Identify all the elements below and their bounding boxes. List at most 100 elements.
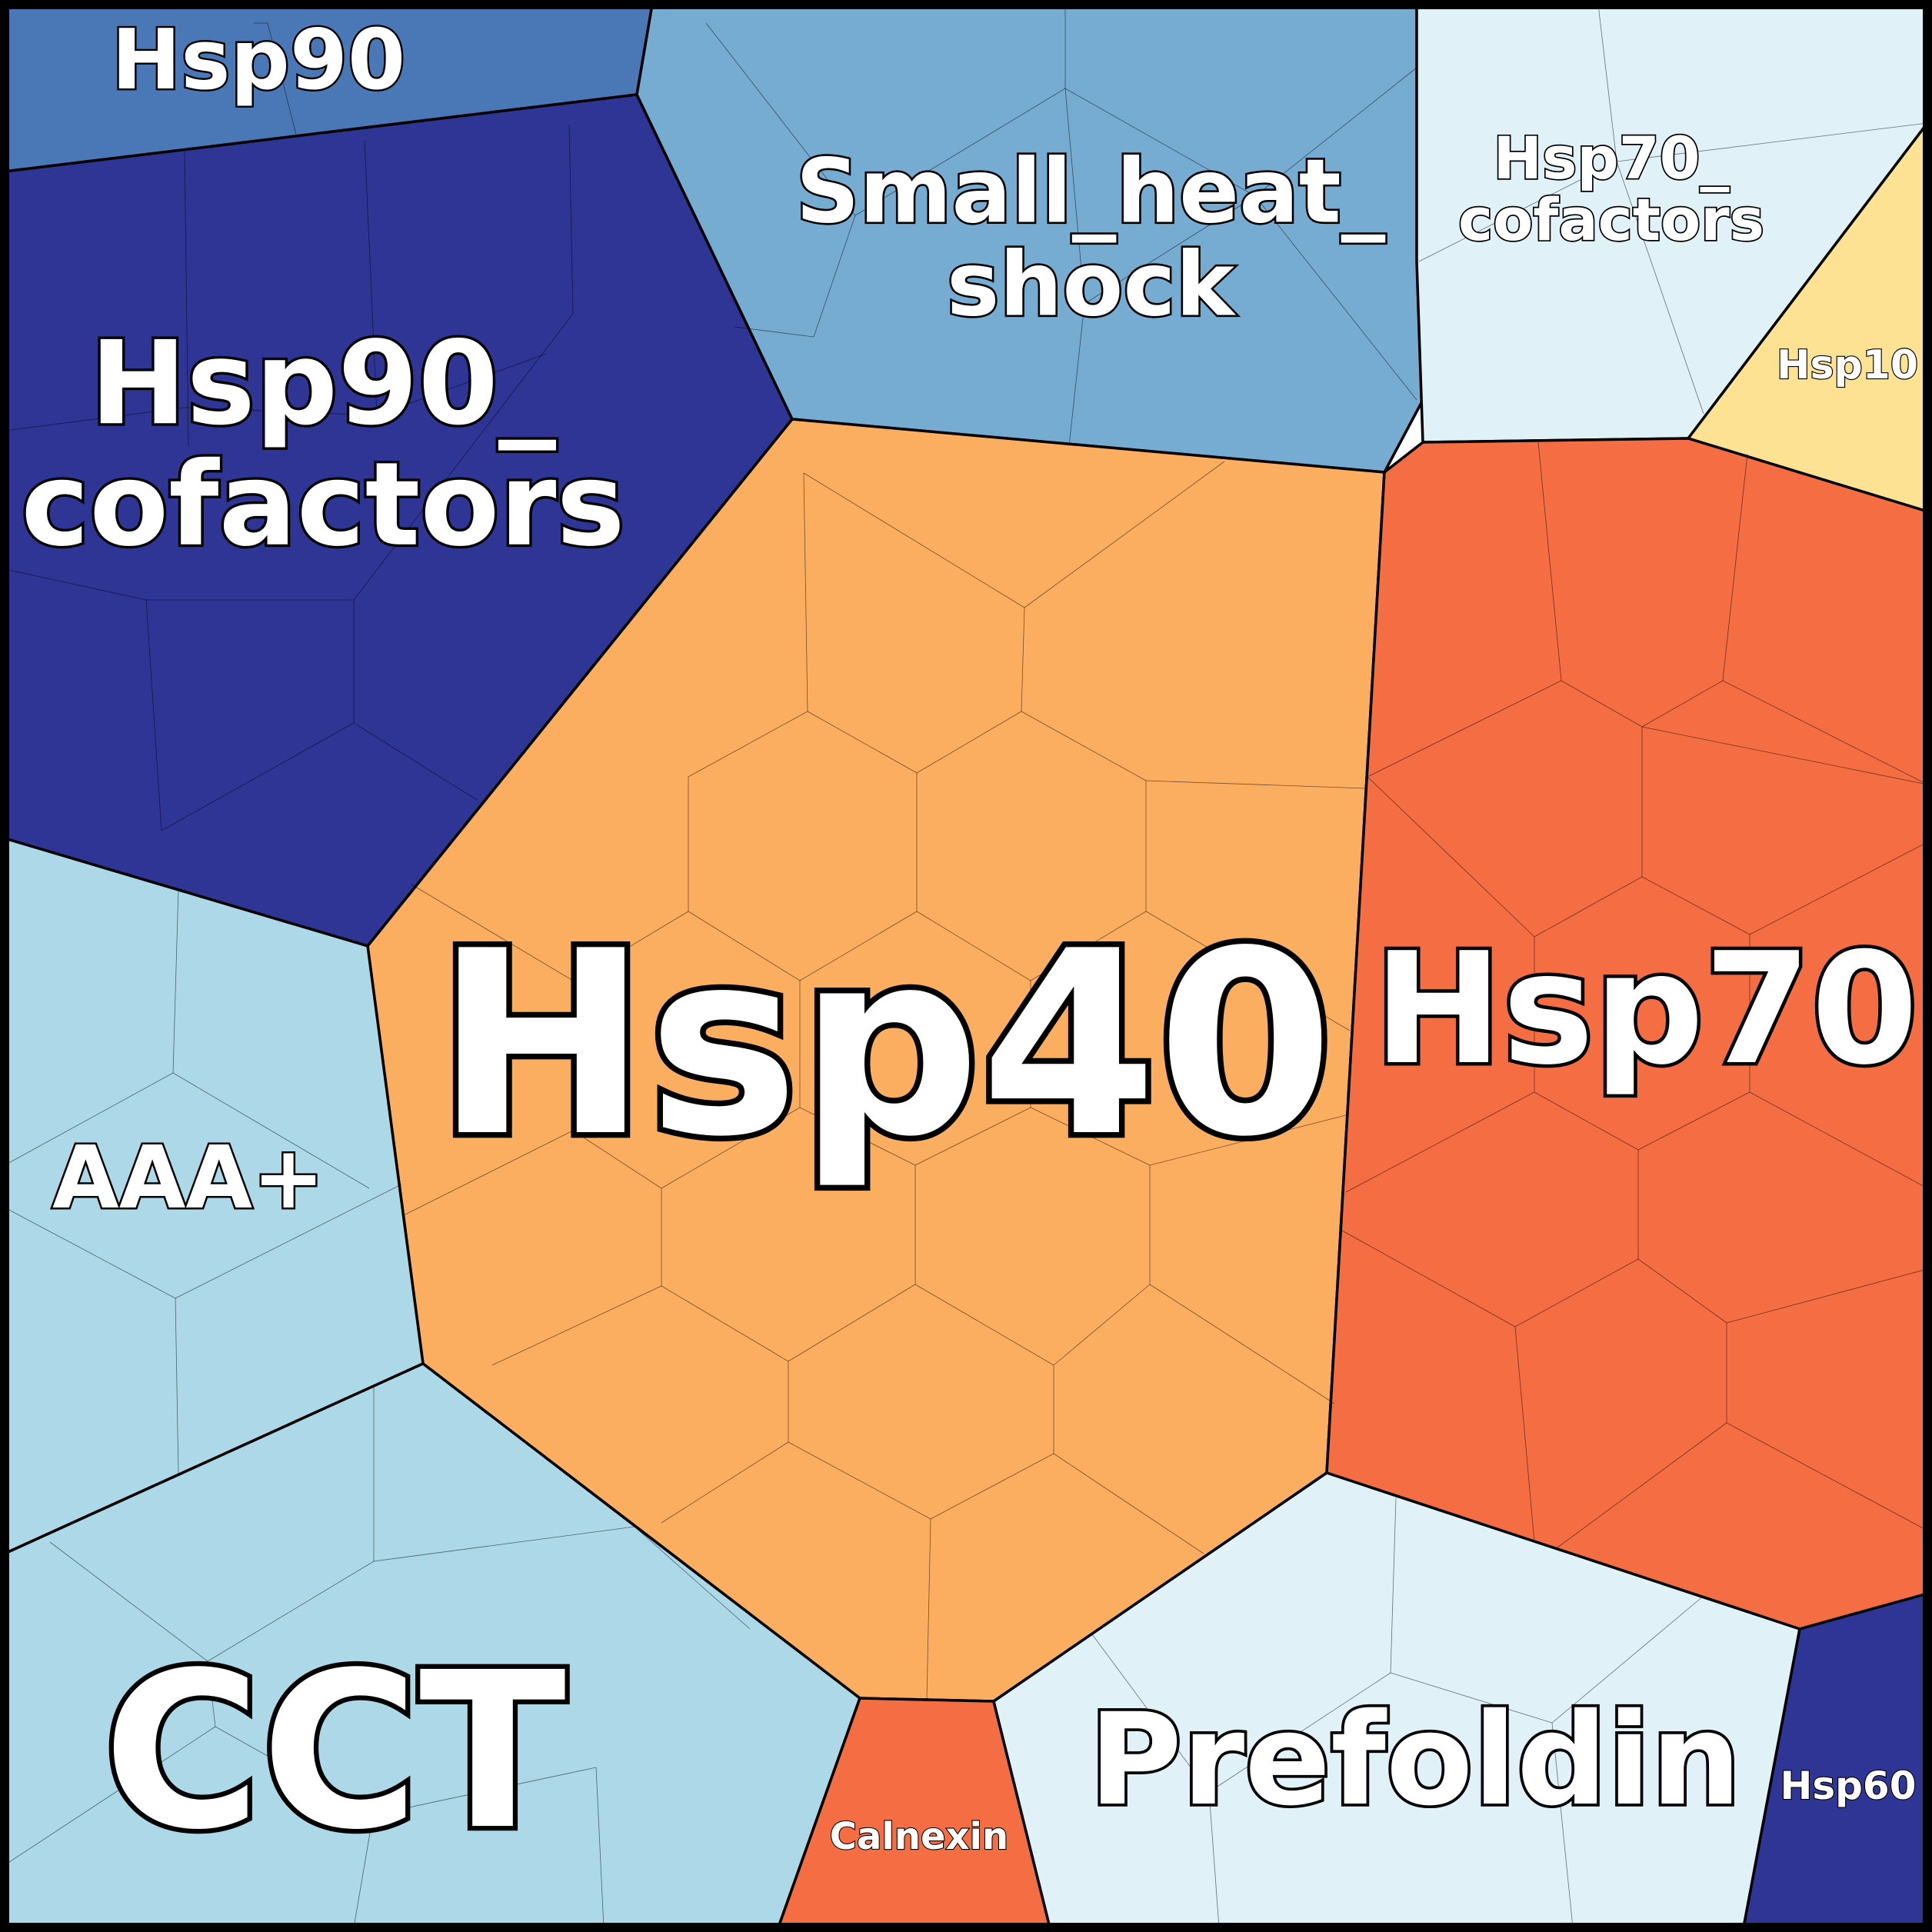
cell-boundary-hsp40-43 — [926, 1518, 931, 1700]
cell-boundary-hsp40-22 — [572, 1130, 662, 1189]
cell-boundary-hsp40-17 — [1145, 911, 1351, 1031]
cell-boundary-prefoldin-0 — [1390, 1497, 1397, 1674]
cell-boundary-hsp40-24 — [799, 1107, 916, 1166]
cell-boundary-small-heat-shock-10 — [734, 326, 814, 338]
cell-boundary-hsp70-11 — [1749, 841, 1928, 935]
cell-boundary-aaa-plus-2 — [172, 1072, 370, 1189]
cell-boundary-hsp40-42 — [1053, 1453, 1204, 1554]
label-hsp10-line-0: Hsp10 — [1777, 342, 1918, 388]
cell-boundary-hsp90-cofactors-8 — [353, 722, 478, 801]
cell-boundary-prefoldin-1 — [1208, 1672, 1391, 1793]
cell-boundary-hsp70-19 — [1514, 1258, 1639, 1327]
cell-boundary-cct-6 — [215, 1726, 374, 1816]
labels-layer: Hsp90 Hsp90_ cofactors Small_heat_ shock Hsp7… — [18, 10, 1922, 1882]
label-aaa-plus-line-0: AAA+ — [52, 1128, 325, 1228]
label-hsp10: Hsp10 — [1777, 342, 1918, 388]
cell-boundary-small-heat-shock-4 — [1254, 67, 1417, 197]
label-small-heat-shock: Small_heat_ shock — [796, 141, 1386, 337]
cell-boundary-prefoldin-5 — [1551, 1722, 1574, 1928]
cell-boundary-hsp70-cofactors-0 — [1597, 4, 1617, 162]
cell-boundary-hsp40-41 — [930, 1453, 1054, 1520]
label-hsp70: Hsp70 — [1374, 920, 1918, 1099]
label-hsp40: Hsp40 — [435, 897, 1334, 1192]
cell-boundary-hsp90-cofactors-6 — [145, 599, 162, 831]
cell-boundary-hsp90-cofactors-0 — [184, 152, 189, 447]
label-cct-line-0: CCT — [103, 1627, 567, 1877]
cell-boundary-small-heat-shock-0 — [705, 22, 856, 216]
cell-boundary-hsp90-cofactors-12 — [376, 353, 547, 416]
cell-boundary-hsp70-2 — [1561, 680, 1643, 728]
cell-boundary-hsp70-1 — [1722, 453, 1748, 681]
cell-boundary-hsp40-6 — [916, 711, 1022, 774]
cell-boundary-hsp40-26 — [1030, 1107, 1151, 1166]
cell-boundary-hsp70-17 — [1749, 1091, 1928, 1189]
label-hsp90-cofactors-line-0: Hsp90_ — [90, 317, 556, 451]
cell-boundary-hsp40-40 — [788, 1441, 931, 1520]
cell-boundary-hsp40-27 — [1149, 1114, 1347, 1166]
cell-boundary-hsp40-39 — [661, 1441, 789, 1524]
cell-boundary-aaa-plus-4 — [175, 1184, 402, 1299]
label-hsp90: Hsp90 — [112, 12, 405, 108]
cell-boundary-small-heat-shock-7 — [1084, 195, 1256, 305]
cell-boundary-hsp40-44 — [411, 884, 574, 981]
label-hsp60-line-0: Hsp60 — [1780, 1764, 1917, 1808]
label-calnexin-line-0: Calnexin — [830, 1815, 1008, 1858]
cell-boundary-aaa-plus-3 — [4, 1207, 176, 1299]
cell-boundary-hsp40-16 — [1030, 911, 1147, 981]
cell-boundary-hsp70-4 — [1367, 680, 1562, 778]
cell-boundary-hsp40-2 — [1021, 607, 1025, 712]
cell-boundary-hsp90-cofactors-9 — [161, 722, 355, 831]
cell-boundary-prefoldin-3 — [1390, 1672, 1553, 1724]
cell-boundary-hsp40-25 — [914, 1107, 1031, 1166]
cell-boundary-prefoldin-6 — [1208, 1791, 1220, 1928]
label-cct: CCT — [103, 1627, 567, 1877]
cell-boundary-cct-5 — [4, 1726, 216, 1866]
cell-boundary-cct-9 — [595, 1767, 605, 1928]
cell-boundary-hsp70-26 — [1726, 1422, 1928, 1531]
cell-boundary-hsp70-14 — [1534, 1091, 1639, 1151]
label-hsp90-cofactors-line-1: cofactors — [21, 438, 625, 572]
cell-lines-layer — [4, 4, 1928, 1928]
cell-boundary-hsp40-13 — [688, 911, 801, 981]
cell-boundary-hsp40-1 — [1024, 461, 1225, 608]
label-aaa-plus: AAA+ — [52, 1128, 325, 1228]
cell-boundary-hsp90-0 — [267, 22, 297, 135]
cell-boundary-hsp70-5 — [1722, 680, 1928, 785]
cell-boundary-cct-7 — [372, 1767, 597, 1816]
cell-boundary-hsp70-21 — [1726, 1268, 1928, 1324]
cell-boundary-hsp70-9 — [1534, 876, 1643, 938]
cell-boundary-hsp90-cofactors-5 — [353, 313, 574, 601]
cell-boundary-hsp70-25 — [1557, 1422, 1727, 1548]
label-hsp70-cofactors: Hsp70_ cofactors — [1458, 124, 1764, 254]
cell-boundary-hsp90-cofactors-10 — [4, 407, 185, 431]
cell-boundary-small-heat-shock-5 — [813, 215, 856, 338]
cell-boundary-cct-4 — [207, 1661, 216, 1727]
cell-boundary-hsp70-16 — [1345, 1091, 1535, 1193]
cell-boundary-hsp40-33 — [788, 1284, 916, 1362]
cell-boundary-hsp40-31 — [491, 1285, 662, 1366]
cell-boundary-hsp70-23 — [1514, 1326, 1535, 1543]
cell-boundary-aaa-plus-5 — [175, 1297, 179, 1476]
cell-boundary-prefoldin-4 — [1551, 1595, 1704, 1724]
cell-boundary-hsp40-23 — [661, 1107, 801, 1189]
cell-boundary-cct-2 — [207, 1561, 375, 1662]
cell-boundary-hsp40-4 — [688, 711, 808, 778]
cell-boundary-hsp40-12 — [572, 911, 689, 981]
cell-boundary-hsp40-0 — [803, 472, 1025, 608]
cell-boundary-hsp40-35 — [1053, 1284, 1151, 1366]
cell-boundary-prefoldin-2 — [1091, 1634, 1210, 1793]
cell-boundary-hsp70-20 — [1637, 1258, 1727, 1324]
cell-boundary-small-heat-shock-9 — [1254, 195, 1417, 401]
cell-boundary-cct-10 — [634, 1526, 751, 1630]
cell-boundary-hsp40-21 — [403, 1130, 574, 1216]
cell-boundary-cct-3 — [49, 1541, 208, 1662]
cell-boundary-small-heat-shock-8 — [1068, 303, 1085, 447]
cell-boundary-hsp70-cofactors-2 — [1418, 161, 1617, 262]
cell-boundary-hsp70-3 — [1641, 680, 1724, 728]
cell-boundary-hsp90-cofactors-11 — [184, 407, 378, 416]
label-hsp60: Hsp60 — [1780, 1764, 1917, 1808]
cell-boundary-small-heat-shock-1 — [854, 88, 1066, 216]
cell-boundary-small-heat-shock-6 — [1064, 88, 1085, 305]
label-small-heat-shock-line-0: Small_heat_ — [796, 141, 1386, 244]
label-hsp70-line-0: Hsp70 — [1374, 920, 1918, 1099]
